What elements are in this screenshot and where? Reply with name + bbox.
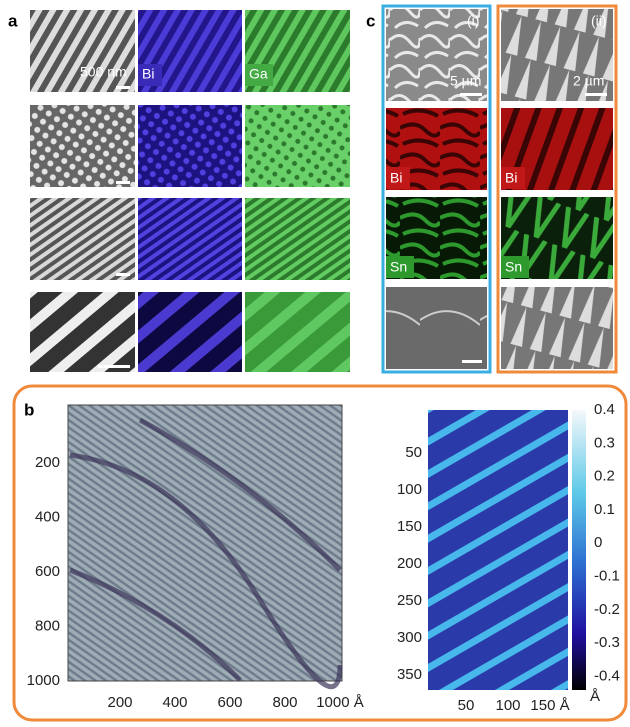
element-tag: Sn [390,259,407,275]
panel-b-frame [12,384,628,722]
y-tick-label: 600 [35,563,60,580]
x-tick-label: 50 [458,697,475,714]
y-tick-label: 1000 [27,672,60,689]
colorbar-tick-label: 0.1 [594,501,615,518]
panel-a-images [30,10,350,372]
panel-c-images [381,4,618,374]
element-tag: Bi [390,170,402,186]
colorbar-tick-label: 0 [594,534,602,551]
y-tick-label: 100 [397,481,422,498]
colorbar-tick-label: -0.4 [594,667,620,684]
x-tick-label: 100 [495,697,520,714]
y-tick-label: 400 [35,508,60,525]
colorbar-tick-label: 0.4 [594,401,615,418]
scale-bar-label: 5 µm [450,73,481,89]
x-tick-label: 150 Å [530,697,569,714]
colorbar-tick-label: 0.3 [594,434,615,451]
y-tick-label: 250 [397,592,422,609]
x-tick-label: 600 [217,694,242,711]
panel-label: a [8,11,18,30]
y-tick-label: 800 [35,617,60,634]
element-tag: Ga [249,66,268,82]
element-tag: Bi [505,170,517,186]
x-tick-label: 800 [272,694,297,711]
colorbar-tick-label: 0.2 [594,468,615,485]
y-tick-label: 150 [397,518,422,535]
scale-bar-label: 2 µm [573,73,604,89]
y-tick-label: 50 [405,444,422,461]
y-tick-label: 300 [397,629,422,646]
scale-bar-label: 500 nm [80,64,127,80]
colorbar-tick-label: -0.3 [594,634,620,651]
panel-label: b [24,400,34,419]
element-tag: Bi [142,66,154,82]
element-tag: Sn [505,259,522,275]
subpanel-label: (ii) [591,13,607,29]
y-tick-label: 200 [397,555,422,572]
colorbar-unit: Å [590,688,600,705]
x-tick-label: 200 [107,694,132,711]
panel-b-images [67,404,586,690]
colorbar-tick-label: -0.1 [594,567,620,584]
colorbar-tick-label: -0.2 [594,601,620,618]
panel-label: c [366,11,375,30]
x-tick-label: 400 [162,694,187,711]
x-tick-label: 1000 Å [316,694,364,711]
y-tick-label: 200 [35,454,60,471]
y-tick-label: 350 [397,666,422,683]
subpanel-label: (i) [467,13,479,29]
